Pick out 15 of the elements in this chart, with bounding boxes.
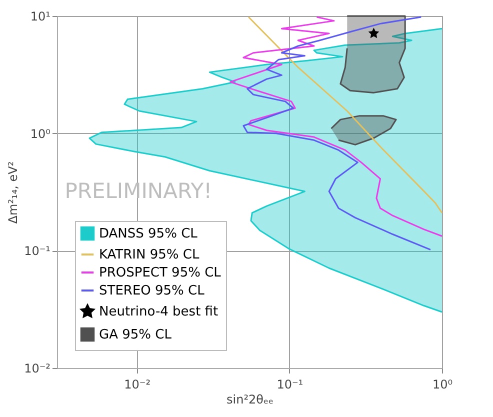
y-tick-label: 10¹: [30, 10, 51, 24]
legend-label: KATRIN 95% CL: [99, 248, 200, 262]
y-tick-label: 10⁻²: [24, 362, 51, 376]
x-tick-label: 10⁰: [432, 378, 453, 392]
x-axis-title: sin²2θₑₑ: [226, 392, 274, 406]
y-axis-title: Δm²₁₄, eV²: [6, 161, 20, 224]
legend-label: PROSPECT 95% CL: [99, 266, 222, 280]
x-tick-label: 10⁻¹: [276, 378, 304, 392]
legend-label: Neutrino-4 best fit: [99, 304, 218, 320]
x-tick-label: 10⁻²: [124, 378, 151, 392]
legend-label: STEREO 95% CL: [99, 284, 206, 298]
y-tick-label: 10⁰: [30, 126, 51, 141]
y-tick-label: 10⁻¹: [24, 244, 51, 258]
legend-label: GA 95% CL: [99, 328, 172, 342]
legend-label: DANSS 95% CL: [99, 226, 198, 242]
